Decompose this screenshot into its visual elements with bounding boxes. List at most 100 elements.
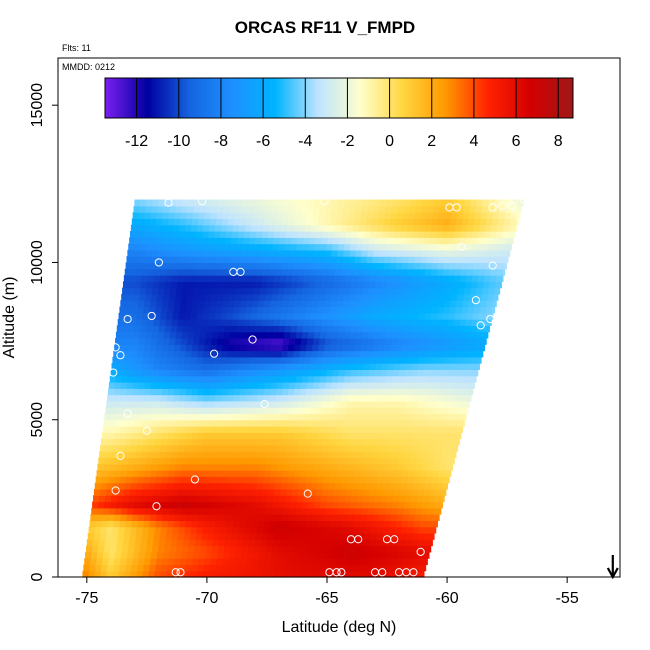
heatmap-cell bbox=[317, 432, 325, 440]
heatmap-cell bbox=[276, 256, 284, 264]
heatmap-cell bbox=[397, 249, 405, 257]
heatmap-cell bbox=[148, 312, 156, 320]
heatmap-cell bbox=[436, 231, 443, 238]
heatmap-cell bbox=[315, 532, 323, 540]
heatmap-cell bbox=[287, 476, 295, 484]
heatmap-cell bbox=[212, 199, 220, 207]
heatmap-cell bbox=[114, 388, 121, 396]
heatmap-cell bbox=[338, 501, 345, 509]
heatmap-cell bbox=[364, 356, 372, 364]
heatmap-cell bbox=[165, 407, 172, 415]
heatmap-cell bbox=[351, 407, 359, 415]
heatmap-cell bbox=[111, 532, 119, 540]
heatmap-cell bbox=[200, 539, 208, 547]
heatmap-cell bbox=[436, 444, 443, 452]
heatmap-cell bbox=[168, 381, 176, 389]
heatmap-cell bbox=[469, 293, 477, 301]
heatmap-cell bbox=[376, 444, 383, 452]
heatmap-cell bbox=[149, 520, 157, 528]
heatmap-cell bbox=[370, 482, 378, 490]
heatmap-cell bbox=[158, 457, 165, 465]
heatmap-cell bbox=[482, 287, 489, 295]
colorbar-segment bbox=[162, 78, 166, 118]
heatmap-cell bbox=[424, 356, 432, 364]
heatmap-cell bbox=[431, 350, 439, 358]
heatmap-cell bbox=[379, 293, 386, 301]
heatmap-cell bbox=[282, 558, 289, 566]
colorbar-segment bbox=[266, 78, 270, 118]
heatmap-cell bbox=[335, 306, 343, 314]
heatmap-cell bbox=[290, 287, 297, 295]
heatmap-cell bbox=[460, 275, 467, 282]
heatmap-cell bbox=[173, 438, 180, 446]
heatmap-cell bbox=[142, 444, 149, 452]
heatmap-cell bbox=[236, 539, 244, 547]
heatmap-cell bbox=[421, 375, 429, 383]
heatmap-cell bbox=[338, 325, 346, 333]
colorbar-segment bbox=[378, 78, 382, 118]
heatmap-cell bbox=[110, 457, 117, 465]
heatmap-cell bbox=[369, 281, 376, 289]
heatmap-cell bbox=[257, 438, 264, 446]
heatmap-cell bbox=[417, 319, 425, 326]
colorbar-segment bbox=[120, 78, 124, 118]
heatmap-cell bbox=[158, 281, 166, 289]
heatmap-cell bbox=[351, 237, 358, 245]
heatmap-cell bbox=[391, 293, 398, 301]
heatmap-cell bbox=[448, 268, 456, 276]
colorbar-segment bbox=[549, 78, 553, 118]
heatmap-cell bbox=[242, 287, 249, 295]
heatmap-cell bbox=[208, 224, 216, 232]
heatmap-cell bbox=[192, 514, 200, 521]
heatmap-cell bbox=[235, 463, 243, 471]
heatmap-cell bbox=[244, 356, 252, 364]
heatmap-cell bbox=[462, 212, 470, 220]
heatmap-cell bbox=[115, 419, 123, 427]
heatmap-cell bbox=[130, 356, 138, 364]
heatmap-cell bbox=[439, 419, 447, 427]
heatmap-cell bbox=[202, 526, 210, 534]
heatmap-cell bbox=[179, 306, 187, 314]
heatmap-cell bbox=[303, 407, 311, 415]
heatmap-cell bbox=[202, 482, 210, 490]
heatmap-cell bbox=[301, 249, 309, 257]
heatmap-cell bbox=[181, 331, 189, 339]
heatmap-cell bbox=[387, 363, 395, 370]
heatmap-cell bbox=[407, 520, 415, 528]
heatmap-cell bbox=[423, 539, 430, 547]
heatmap-cell bbox=[264, 212, 272, 220]
heatmap-cell bbox=[226, 312, 234, 320]
heatmap-cell bbox=[106, 438, 114, 446]
heatmap-cell bbox=[261, 363, 269, 370]
heatmap-cell bbox=[261, 281, 268, 289]
heatmap-cell bbox=[195, 319, 203, 326]
heatmap-cell bbox=[179, 432, 187, 440]
heatmap-cell bbox=[278, 287, 285, 295]
heatmap-cell bbox=[402, 426, 410, 433]
heatmap-cell bbox=[353, 520, 361, 528]
heatmap-cell bbox=[353, 262, 361, 270]
heatmap-cell bbox=[242, 243, 249, 251]
heatmap-cell bbox=[218, 545, 225, 553]
observation-point bbox=[488, 203, 497, 212]
heatmap-cell bbox=[180, 470, 188, 477]
heatmap-cell bbox=[146, 457, 153, 465]
heatmap-cell bbox=[407, 224, 414, 232]
heatmap-cell bbox=[419, 476, 427, 484]
heatmap-cell bbox=[353, 564, 361, 572]
colorbar-segment bbox=[185, 78, 189, 118]
heatmap-cell bbox=[390, 558, 398, 566]
heatmap-cell bbox=[233, 350, 240, 358]
heatmap-cell bbox=[326, 325, 334, 333]
heatmap-cell bbox=[398, 199, 406, 207]
heatmap-cell bbox=[242, 413, 250, 421]
heatmap-cell bbox=[101, 476, 109, 484]
heatmap-cell bbox=[331, 337, 338, 345]
heatmap-cell bbox=[260, 369, 268, 377]
heatmap-cell bbox=[166, 224, 174, 232]
heatmap-cell bbox=[419, 438, 426, 446]
heatmap-cell bbox=[386, 331, 393, 339]
heatmap-cell bbox=[402, 344, 409, 352]
heatmap-cell bbox=[197, 564, 205, 572]
heatmap-cell bbox=[217, 293, 224, 301]
